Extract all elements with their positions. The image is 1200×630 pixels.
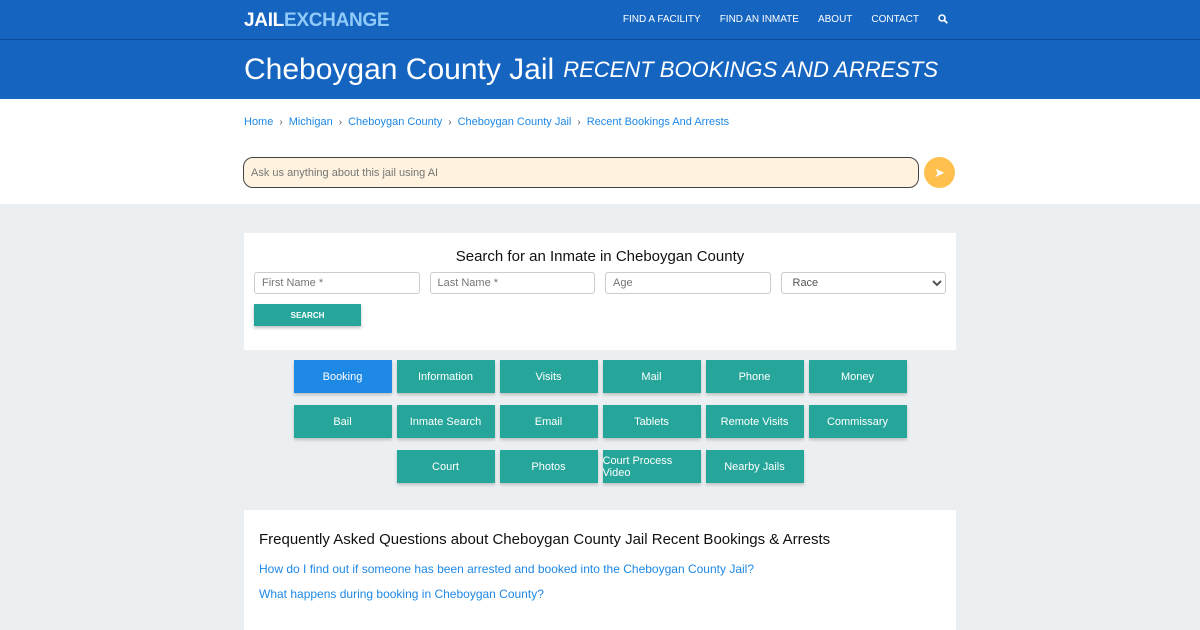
inmate-search-card: Search for an Inmate in Cheboygan County… bbox=[244, 233, 956, 350]
court-button[interactable]: Court bbox=[396, 450, 495, 483]
information-button[interactable]: Information bbox=[396, 360, 495, 393]
page-subtitle: RECENT BOOKINGS AND ARRESTS bbox=[563, 56, 939, 82]
paper-plane-icon: ➤ bbox=[934, 164, 945, 180]
logo-part1: JAIL bbox=[244, 10, 284, 31]
nav-contact[interactable]: CONTACT bbox=[871, 14, 919, 25]
remote-visits-button[interactable]: Remote Visits bbox=[705, 405, 804, 438]
page-header: Cheboygan County Jail RECENT BOOKINGS AN… bbox=[0, 40, 1200, 99]
logo-part2: EXCHANGE bbox=[283, 10, 390, 31]
category-buttons: Booking Information Visits Mail Phone Mo… bbox=[244, 360, 956, 483]
commissary-button[interactable]: Commissary bbox=[808, 405, 907, 438]
breadcrumb-home[interactable]: Home bbox=[244, 116, 274, 128]
court-process-video-button[interactable]: Court Process Video bbox=[602, 450, 701, 483]
breadcrumb-state[interactable]: Michigan bbox=[288, 116, 333, 128]
search-icon[interactable] bbox=[938, 14, 948, 27]
tablets-button[interactable]: Tablets bbox=[602, 405, 701, 438]
first-name-input[interactable] bbox=[254, 272, 420, 294]
navbar: JAILEXCHANGE FIND A FACILITY FIND AN INM… bbox=[0, 0, 1200, 40]
nearby-jails-button[interactable]: Nearby Jails bbox=[705, 450, 804, 483]
booking-button[interactable]: Booking bbox=[293, 360, 392, 393]
breadcrumb-jail[interactable]: Cheboygan County Jail bbox=[457, 116, 572, 128]
chevron-right-icon: › bbox=[338, 116, 343, 128]
chevron-right-icon: › bbox=[448, 116, 452, 128]
breadcrumb-current[interactable]: Recent Bookings And Arrests bbox=[586, 116, 730, 128]
search-title: Search for an Inmate in Cheboygan County bbox=[455, 248, 745, 265]
money-button[interactable]: Money bbox=[808, 360, 907, 393]
email-button[interactable]: Email bbox=[499, 405, 598, 438]
inmate-search-button[interactable]: Inmate Search bbox=[396, 405, 495, 438]
bail-button[interactable]: Bail bbox=[293, 405, 392, 438]
chevron-right-icon: › bbox=[279, 116, 283, 128]
breadcrumb: Home › Michigan › Cheboygan County › Cheboy… bbox=[244, 116, 729, 128]
faq-question[interactable]: What happens during booking in Cheboygan… bbox=[259, 587, 544, 601]
faq-title: Frequently Asked Questions about Cheboyg… bbox=[259, 531, 831, 548]
nav-find-inmate[interactable]: FIND AN INMATE bbox=[719, 14, 799, 25]
nav-about[interactable]: ABOUT bbox=[817, 14, 853, 25]
photos-button[interactable]: Photos bbox=[499, 450, 598, 483]
ai-question-input[interactable] bbox=[243, 157, 919, 188]
send-button[interactable]: ➤ bbox=[924, 157, 955, 188]
race-select[interactable]: Race bbox=[780, 272, 946, 294]
breadcrumb-county[interactable]: Cheboygan County bbox=[348, 116, 443, 128]
faq-question[interactable]: How do I find out if someone has been ar… bbox=[259, 562, 754, 576]
visits-button[interactable]: Visits bbox=[499, 360, 598, 393]
chevron-right-icon: › bbox=[577, 116, 581, 128]
age-input[interactable] bbox=[605, 272, 771, 294]
phone-button[interactable]: Phone bbox=[705, 360, 804, 393]
mail-button[interactable]: Mail bbox=[602, 360, 701, 393]
faq-card: Frequently Asked Questions about Cheboyg… bbox=[244, 510, 956, 630]
search-button[interactable]: SEARCH bbox=[254, 304, 361, 326]
page-title: Cheboygan County Jail bbox=[244, 52, 555, 86]
nav-find-facility[interactable]: FIND A FACILITY bbox=[622, 14, 701, 25]
logo[interactable]: JAILEXCHANGE bbox=[244, 10, 390, 32]
last-name-input[interactable] bbox=[429, 272, 595, 294]
